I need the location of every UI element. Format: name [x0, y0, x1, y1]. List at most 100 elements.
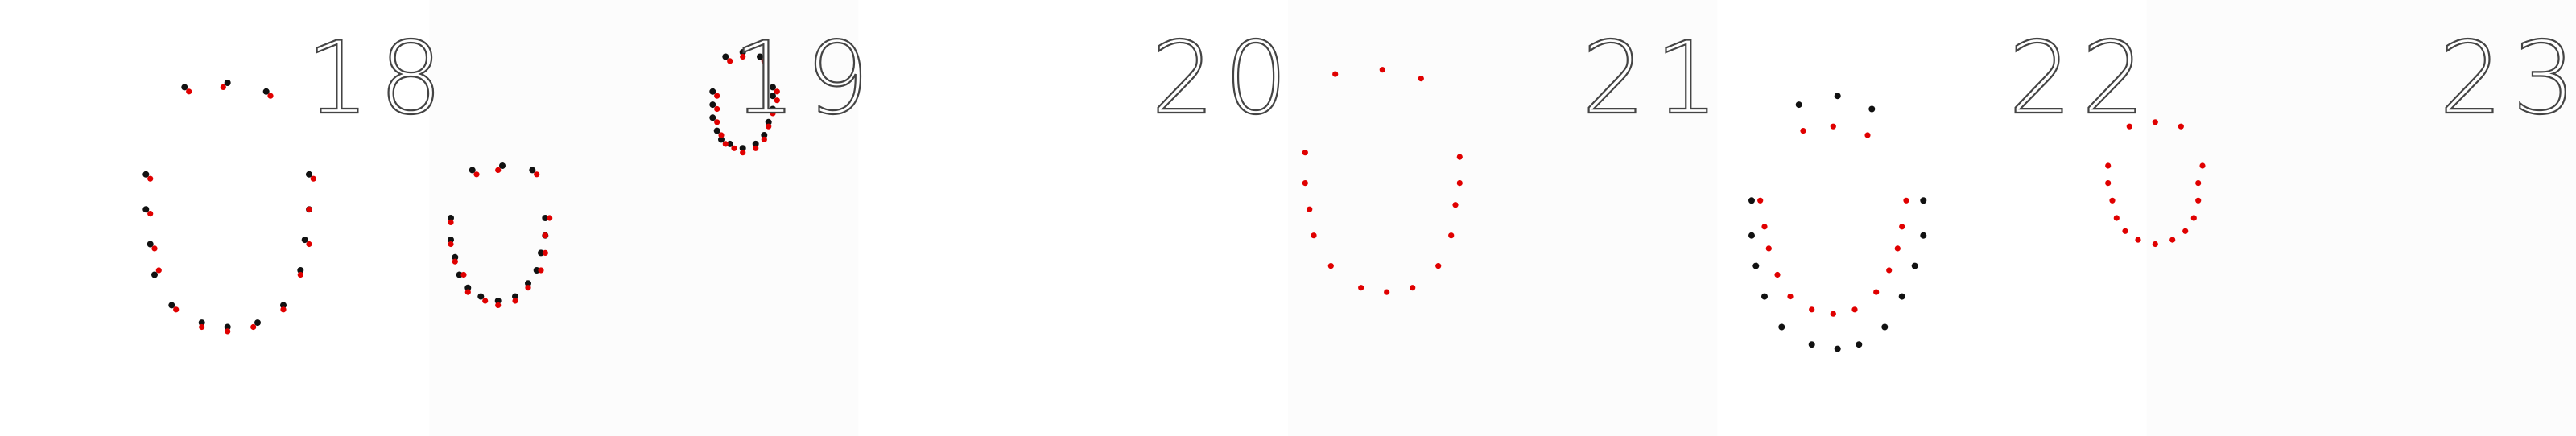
frame-panel	[429, 0, 859, 436]
ground-truth-keypoint	[1834, 93, 1841, 100]
ground-truth-keypoint	[1898, 293, 1905, 300]
ground-truth-keypoint	[1752, 262, 1760, 269]
ground-truth-keypoint	[761, 132, 768, 138]
predicted-keypoint	[1761, 224, 1768, 230]
predicted-keypoint	[1765, 245, 1772, 252]
ground-truth-keypoint	[757, 53, 763, 60]
predicted-keypoint	[151, 245, 158, 252]
predicted-keypoint	[495, 167, 502, 173]
frame-number-label: 19	[733, 21, 879, 137]
frame-panel	[1717, 0, 2147, 436]
predicted-keypoint	[1307, 206, 1313, 212]
predicted-keypoint	[473, 171, 480, 178]
predicted-keypoint	[1435, 263, 1442, 269]
predicted-keypoint	[512, 298, 518, 304]
ground-truth-keypoint	[469, 167, 476, 174]
predicted-keypoint	[753, 145, 759, 151]
predicted-keypoint	[2169, 237, 2176, 243]
predicted-keypoint	[761, 58, 767, 64]
predicted-keypoint	[220, 84, 226, 90]
predicted-keypoint	[1864, 132, 1871, 138]
predicted-keypoint	[306, 206, 312, 212]
predicted-keypoint	[2105, 180, 2112, 187]
predicted-keypoint	[1358, 285, 1364, 291]
frame-number-label: 23	[2439, 21, 2576, 137]
ground-truth-keypoint	[538, 249, 544, 257]
ground-truth-keypoint	[533, 267, 540, 274]
ground-truth-keypoint	[181, 84, 188, 91]
predicted-keypoint	[1327, 263, 1334, 269]
ground-truth-keypoint	[542, 215, 549, 221]
predicted-keypoint	[147, 175, 154, 182]
predicted-keypoint	[2113, 215, 2120, 221]
predicted-keypoint	[495, 302, 502, 308]
keypoint-dots	[142, 49, 2206, 352]
ground-truth-keypoint	[709, 88, 716, 95]
predicted-keypoint	[2135, 237, 2141, 243]
predicted-keypoint	[2122, 228, 2128, 234]
ground-truth-keypoint	[1881, 323, 1889, 331]
ground-truth-keypoint	[1911, 262, 1918, 269]
ground-truth-keypoint	[224, 80, 231, 86]
predicted-keypoint	[714, 119, 720, 125]
predicted-keypoint	[1302, 180, 1308, 187]
ground-truth-keypoint	[1748, 197, 1755, 204]
predicted-keypoint	[2195, 180, 2202, 187]
predicted-keypoint	[1379, 67, 1385, 73]
ground-truth-keypoint	[1834, 345, 1841, 352]
ground-truth-keypoint	[1778, 323, 1785, 331]
predicted-keypoint	[297, 271, 303, 278]
predicted-keypoint	[306, 241, 312, 248]
predicted-keypoint	[267, 93, 274, 99]
predicted-keypoint	[534, 171, 540, 178]
predicted-keypoint	[1894, 245, 1901, 252]
predicted-keypoint	[1774, 271, 1781, 278]
predicted-keypoint	[448, 219, 454, 225]
ground-truth-keypoint	[1795, 101, 1802, 109]
predicted-keypoint	[452, 258, 458, 265]
predicted-keypoint	[542, 232, 548, 239]
predicted-keypoint	[2152, 241, 2158, 248]
frame-panel	[0, 0, 430, 436]
ground-truth-keypoint	[1920, 197, 1927, 204]
predicted-keypoint	[766, 123, 772, 130]
predicted-keypoint	[1852, 306, 1858, 313]
ground-truth-keypoint	[448, 215, 454, 221]
predicted-keypoint	[1410, 285, 1416, 291]
predicted-keypoint	[464, 289, 471, 295]
ground-truth-keypoint	[1868, 105, 1876, 113]
predicted-keypoint	[1809, 306, 1815, 313]
frame-labels: 18 19 20 21 22 23	[305, 20, 2576, 138]
ground-truth-keypoint	[254, 319, 261, 327]
ground-truth-keypoint	[1808, 341, 1815, 348]
predicted-keypoint	[1384, 289, 1390, 295]
predicted-keypoint	[1903, 197, 1909, 204]
predicted-keypoint	[2190, 215, 2197, 221]
predicted-keypoint	[1830, 311, 1836, 317]
predicted-keypoint	[761, 136, 767, 142]
predicted-keypoint	[310, 175, 316, 182]
ground-truth-keypoint	[709, 101, 716, 109]
ground-truth-keypoint	[512, 293, 518, 300]
ground-truth-keypoint	[499, 162, 506, 169]
ground-truth-keypoint	[151, 271, 158, 278]
predicted-keypoint	[2109, 197, 2116, 204]
ground-truth-keypoint	[142, 206, 150, 213]
predicted-keypoint	[280, 306, 287, 313]
predicted-keypoint	[1448, 232, 1455, 239]
predicted-keypoint	[173, 306, 180, 313]
predicted-keypoint	[482, 298, 489, 304]
ground-truth-keypoint	[709, 114, 716, 121]
predicted-keypoint	[2199, 162, 2206, 169]
predicted-keypoint	[1757, 197, 1764, 204]
predicted-keypoint	[714, 105, 720, 113]
ground-truth-keypoint	[525, 280, 531, 287]
predicted-keypoint	[731, 145, 737, 151]
ground-truth-keypoint	[306, 171, 312, 178]
predicted-keypoint	[225, 328, 231, 335]
predicted-keypoint	[1456, 180, 1463, 187]
ground-truth-keypoint	[1856, 341, 1863, 348]
ground-truth-keypoint	[297, 267, 304, 274]
ground-truth-keypoint	[262, 88, 270, 95]
predicted-keypoint	[1873, 289, 1880, 295]
